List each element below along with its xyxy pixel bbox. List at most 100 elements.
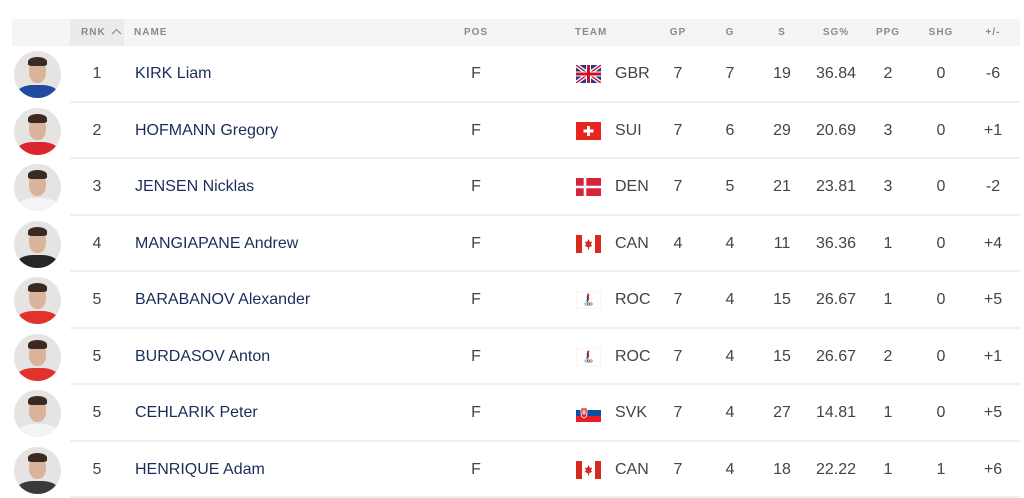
rank-cell: 1 <box>93 46 102 102</box>
column-header-sg-pct[interactable]: SG% <box>823 19 849 46</box>
ppg-cell: 1 <box>884 442 893 498</box>
s-cell: 15 <box>773 329 791 385</box>
g-cell: 7 <box>726 46 735 102</box>
pos-cell: F <box>471 159 481 215</box>
shg-cell: 0 <box>937 216 946 272</box>
shg-cell: 0 <box>937 385 946 441</box>
flag-roc-icon <box>576 291 601 309</box>
column-header-plus-minus[interactable]: +/- <box>986 19 1001 46</box>
player-name-link[interactable]: HOFMANN Gregory <box>135 103 278 159</box>
column-header-ppg[interactable]: PPG <box>876 19 900 46</box>
flag-roc-icon <box>576 348 601 366</box>
rank-cell: 5 <box>93 385 102 441</box>
column-header-team[interactable]: TEAM <box>575 19 607 46</box>
pm-cell: +5 <box>984 272 1002 328</box>
flag-can-icon <box>576 235 601 253</box>
pos-cell: F <box>471 46 481 102</box>
pm-cell: +5 <box>984 385 1002 441</box>
gp-cell: 7 <box>674 159 683 215</box>
g-cell: 4 <box>726 442 735 498</box>
column-header-g[interactable]: G <box>726 19 735 46</box>
player-avatar[interactable] <box>14 108 61 155</box>
ppg-cell: 2 <box>884 46 893 102</box>
pos-cell: F <box>471 272 481 328</box>
ppg-cell: 1 <box>884 216 893 272</box>
flag-can-icon <box>576 461 601 479</box>
player-avatar[interactable] <box>14 51 61 98</box>
player-name-link[interactable]: MANGIAPANE Andrew <box>135 216 298 272</box>
pm-cell: -6 <box>986 46 1000 102</box>
ppg-cell: 1 <box>884 272 893 328</box>
player-avatar[interactable] <box>14 390 61 437</box>
s-cell: 11 <box>774 216 791 272</box>
player-avatar[interactable] <box>14 334 61 381</box>
rank-cell: 2 <box>93 103 102 159</box>
player-name-link[interactable]: KIRK Liam <box>135 46 211 102</box>
player-avatar[interactable] <box>14 164 61 211</box>
chevron-up-icon <box>111 28 122 35</box>
gp-cell: 7 <box>674 272 683 328</box>
ppg-cell: 1 <box>884 385 893 441</box>
gp-cell: 7 <box>674 442 683 498</box>
ppg-cell: 2 <box>884 329 893 385</box>
player-name-link[interactable]: JENSEN Nicklas <box>135 159 254 215</box>
pm-cell: +1 <box>984 103 1002 159</box>
rank-cell: 5 <box>93 272 102 328</box>
team-cell: SVK <box>615 385 647 441</box>
sgp-cell: 26.67 <box>816 329 856 385</box>
g-cell: 4 <box>726 385 735 441</box>
player-name-link[interactable]: BURDASOV Anton <box>135 329 270 385</box>
shg-cell: 0 <box>937 103 946 159</box>
ppg-cell: 3 <box>884 103 893 159</box>
team-cell: ROC <box>615 329 651 385</box>
player-name-link[interactable]: HENRIQUE Adam <box>135 442 265 498</box>
sgp-cell: 23.81 <box>816 159 856 215</box>
team-cell: DEN <box>615 159 649 215</box>
team-cell: ROC <box>615 272 651 328</box>
column-header-rnk[interactable]: RNK <box>70 19 124 46</box>
sgp-cell: 22.22 <box>816 442 856 498</box>
pm-cell: -2 <box>986 159 1000 215</box>
column-header-shg[interactable]: SHG <box>929 19 954 46</box>
gp-cell: 7 <box>674 385 683 441</box>
flag-gbr-icon <box>576 65 601 83</box>
g-cell: 4 <box>726 272 735 328</box>
shg-cell: 0 <box>937 272 946 328</box>
pm-cell: +1 <box>984 329 1002 385</box>
shg-cell: 1 <box>937 442 946 498</box>
pos-cell: F <box>471 442 481 498</box>
pm-cell: +4 <box>984 216 1002 272</box>
player-avatar[interactable] <box>14 277 61 324</box>
column-header-pos[interactable]: POS <box>464 19 488 46</box>
gp-cell: 7 <box>674 46 683 102</box>
gp-cell: 4 <box>674 216 683 272</box>
rank-cell: 4 <box>93 216 102 272</box>
shg-cell: 0 <box>937 329 946 385</box>
player-name-link[interactable]: BARABANOV Alexander <box>135 272 310 328</box>
shg-cell: 0 <box>937 159 946 215</box>
rank-cell: 5 <box>93 442 102 498</box>
column-header-s[interactable]: S <box>778 19 786 46</box>
player-avatar[interactable] <box>14 221 61 268</box>
team-cell: GBR <box>615 46 650 102</box>
team-cell: CAN <box>615 442 649 498</box>
column-header-name[interactable]: NAME <box>134 19 167 46</box>
g-cell: 4 <box>726 329 735 385</box>
sgp-cell: 14.81 <box>816 385 856 441</box>
g-cell: 6 <box>726 103 735 159</box>
pos-cell: F <box>471 385 481 441</box>
player-name-link[interactable]: CEHLARIK Peter <box>135 385 258 441</box>
player-avatar[interactable] <box>14 447 61 494</box>
flag-den-icon <box>576 178 601 196</box>
s-cell: 19 <box>773 46 791 102</box>
s-cell: 21 <box>773 159 791 215</box>
column-header-gp[interactable]: GP <box>670 19 686 46</box>
